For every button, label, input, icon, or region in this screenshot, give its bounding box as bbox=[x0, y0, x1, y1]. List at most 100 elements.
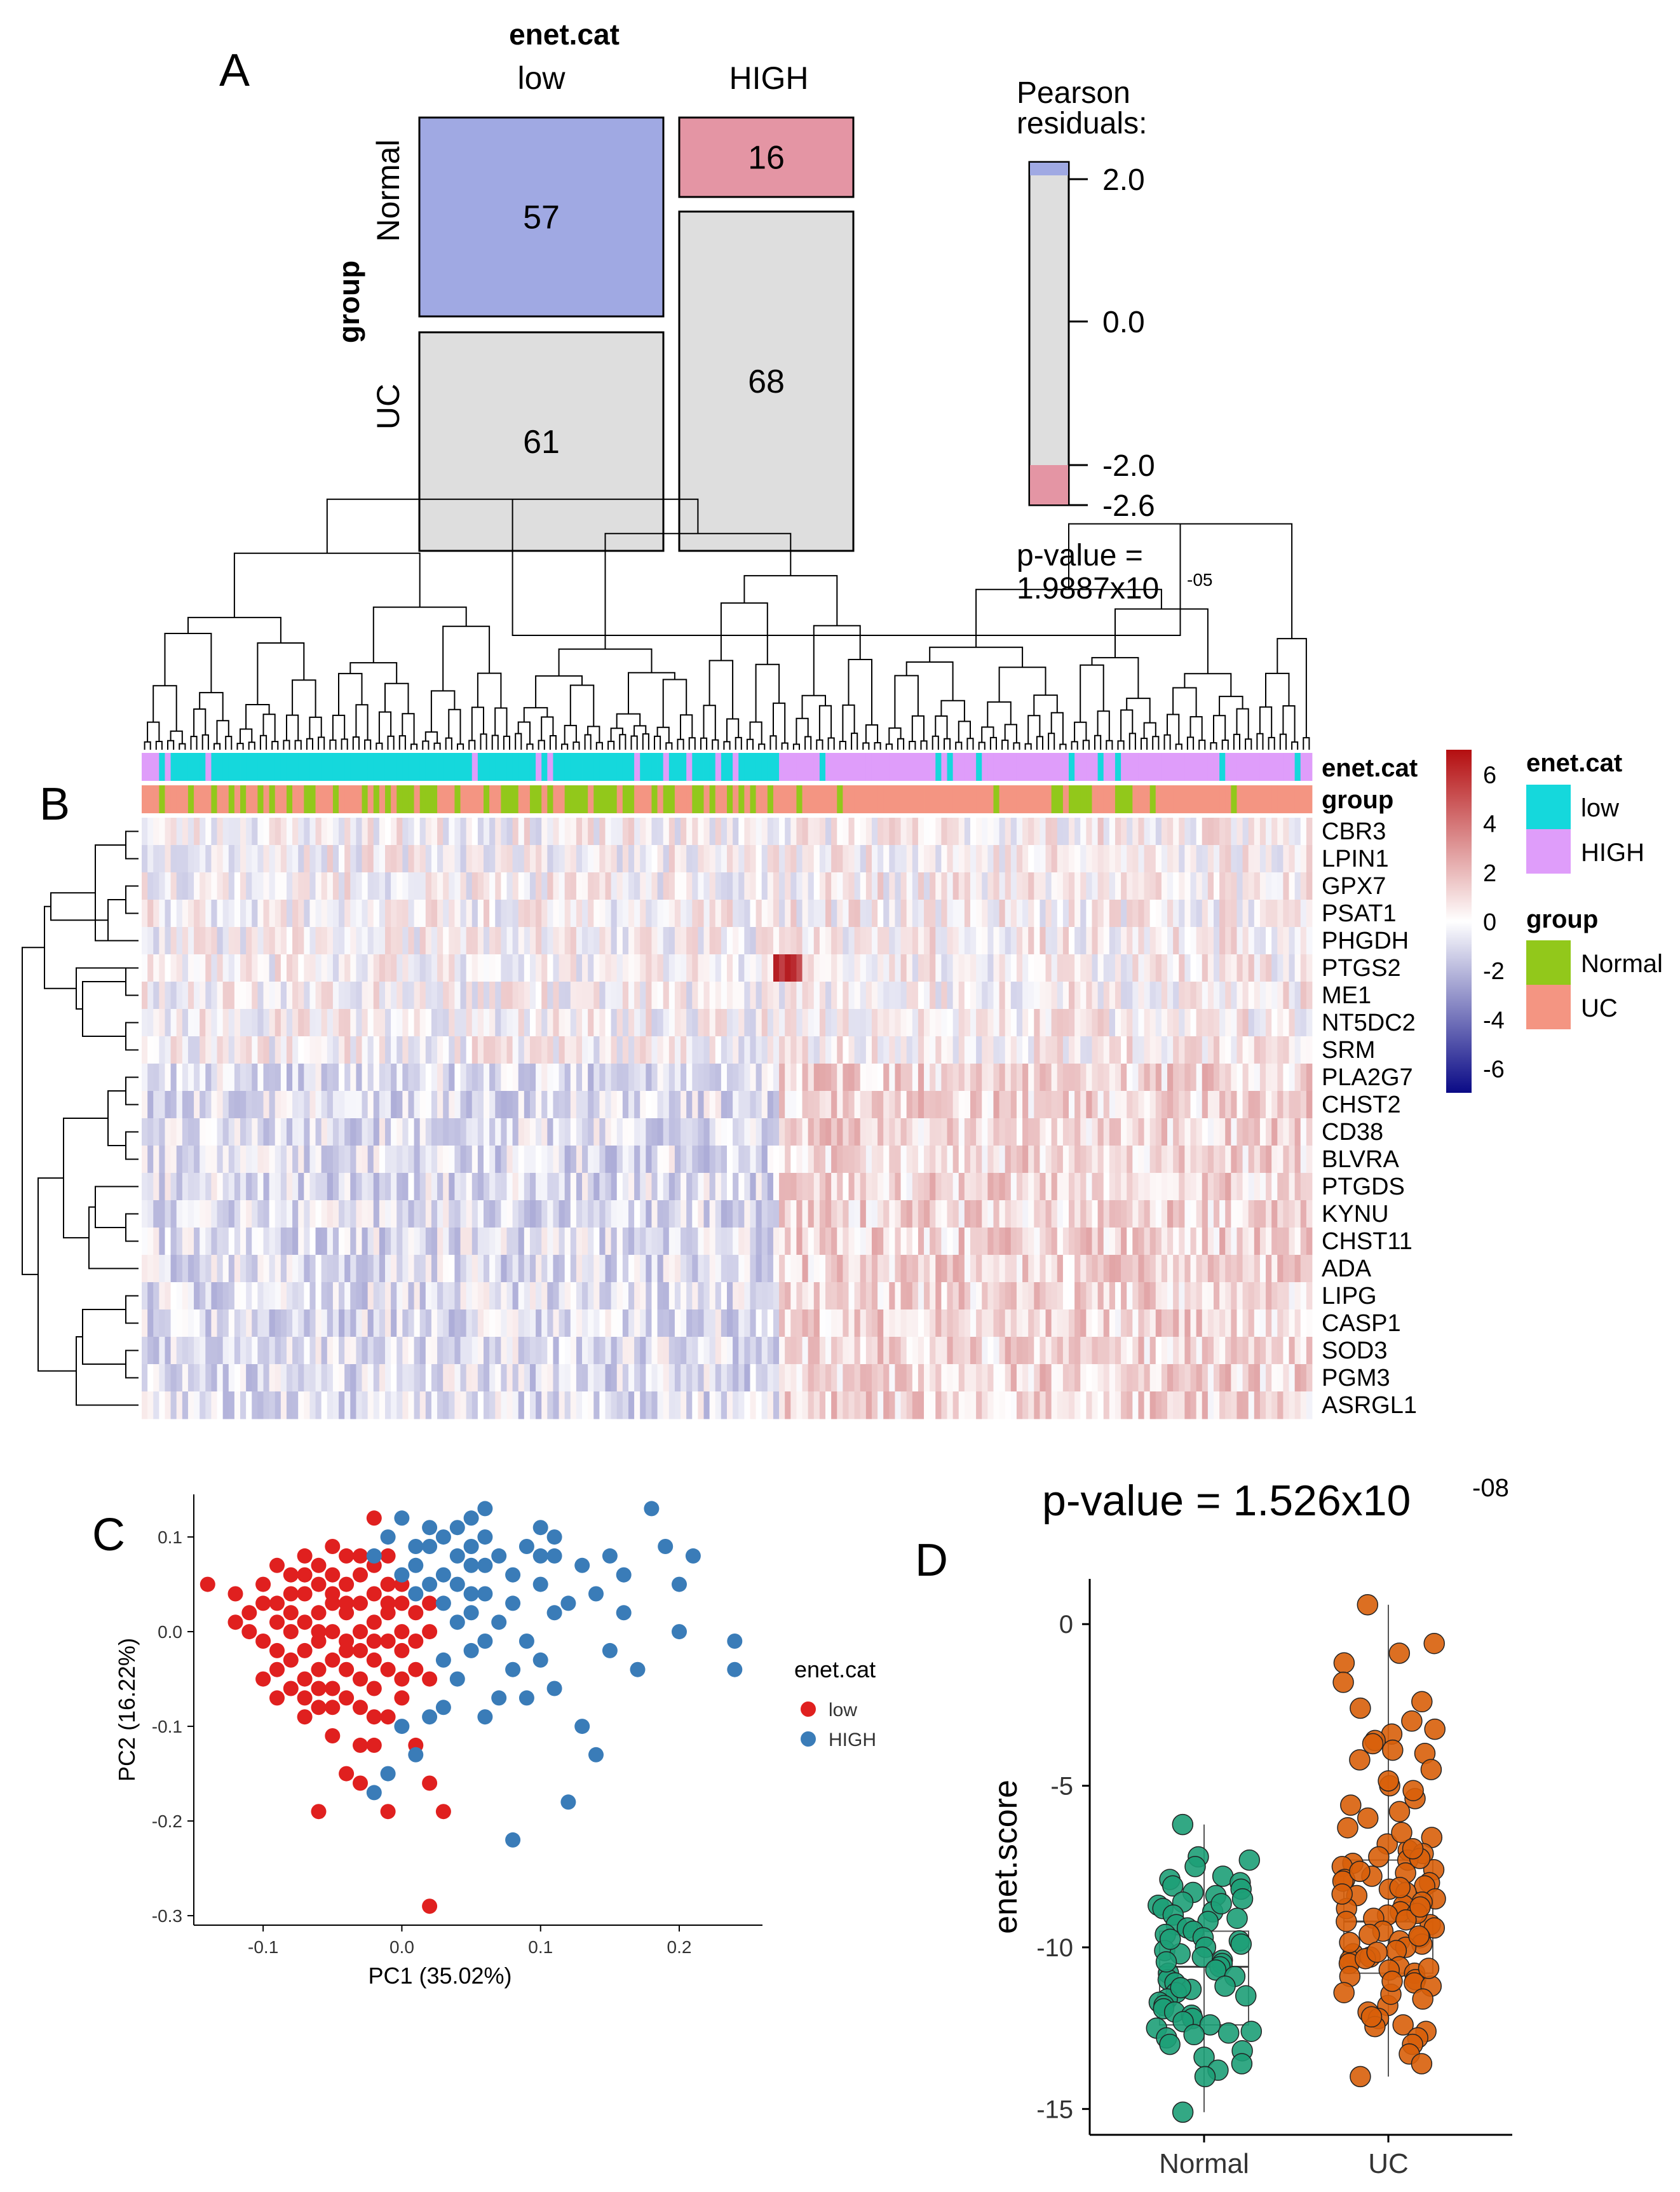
heatmap-cell bbox=[1289, 1228, 1296, 1255]
heatmap-cell bbox=[1242, 818, 1249, 846]
annotation-enet-cell bbox=[646, 753, 652, 781]
heatmap-cell bbox=[170, 1200, 177, 1228]
heatmap-cell bbox=[309, 1337, 316, 1365]
heatmap-row-pgm3 bbox=[142, 1364, 1313, 1392]
heatmap-cell bbox=[709, 927, 716, 955]
heatmap-cell bbox=[987, 872, 994, 900]
heatmap-cell bbox=[935, 1309, 942, 1337]
heatmap-cell bbox=[280, 1337, 287, 1365]
heatmap-cell bbox=[477, 1309, 484, 1337]
heatmap-cell bbox=[217, 1364, 224, 1392]
heatmap-cell bbox=[576, 1036, 583, 1064]
heatmap-cell bbox=[228, 1228, 235, 1255]
heatmap-cell bbox=[506, 1255, 513, 1283]
annotation-group-cell bbox=[750, 785, 756, 813]
heatmap-cell bbox=[529, 1200, 536, 1228]
heatmap-cell bbox=[721, 1391, 728, 1419]
annotation-group-cell bbox=[1069, 785, 1075, 813]
heatmap-cell bbox=[350, 818, 356, 846]
heatmap-cell bbox=[657, 900, 664, 928]
heatmap-cell bbox=[200, 845, 206, 873]
heatmap-cell bbox=[721, 1091, 728, 1119]
heatmap-cell bbox=[889, 1036, 895, 1064]
heatmap-cell bbox=[547, 927, 553, 955]
heatmap-cell bbox=[1231, 1064, 1237, 1092]
heatmap-cell bbox=[240, 1036, 247, 1064]
heatmap-cell bbox=[222, 1146, 229, 1174]
heatmap-cell bbox=[1005, 1091, 1012, 1119]
heatmap-cell bbox=[547, 1364, 553, 1392]
heatmap-cell bbox=[993, 1364, 999, 1392]
heatmap-cell bbox=[524, 1036, 531, 1064]
heatmap-cell bbox=[721, 982, 728, 1010]
heatmap-cell bbox=[860, 818, 867, 846]
heatmap-cell bbox=[449, 1036, 455, 1064]
heatmap-cell bbox=[906, 1282, 913, 1310]
heatmap-cell bbox=[529, 1173, 536, 1201]
heatmap-cell bbox=[843, 1118, 849, 1146]
heatmap-cell bbox=[240, 1146, 247, 1174]
heatmap-cell bbox=[727, 845, 733, 873]
heatmap-cell bbox=[570, 1337, 577, 1365]
annotation-enet-cell bbox=[564, 753, 571, 781]
heatmap-cell bbox=[1103, 1091, 1110, 1119]
heatmap-cell bbox=[976, 1118, 982, 1146]
heatmap-cell bbox=[1080, 845, 1087, 873]
heatmap-cell bbox=[906, 1255, 913, 1283]
heatmap-cell bbox=[843, 1009, 849, 1037]
heatmap-cell bbox=[200, 1391, 206, 1419]
heatmap-cell bbox=[599, 1173, 606, 1201]
annotation-enet-cell bbox=[501, 753, 507, 781]
annotation-group-cell bbox=[1121, 785, 1127, 813]
heatmap-cell bbox=[681, 1091, 687, 1119]
heatmap-cell bbox=[941, 1118, 947, 1146]
heatmap-cell bbox=[761, 872, 768, 900]
heatmap-cell bbox=[709, 1173, 716, 1201]
heatmap-cell bbox=[298, 1391, 304, 1419]
heatmap-cell bbox=[1277, 872, 1284, 900]
heatmap-cell bbox=[709, 1255, 716, 1283]
heatmap-cell bbox=[518, 1337, 525, 1365]
heatmap-cell bbox=[854, 1200, 861, 1228]
heatmap-cell bbox=[674, 1036, 681, 1064]
heatmap-cell bbox=[1080, 1091, 1087, 1119]
heatmap-cell bbox=[738, 900, 745, 928]
heatmap-cell bbox=[553, 1173, 559, 1201]
heatmap-cell bbox=[848, 818, 855, 846]
heatmap-cell bbox=[982, 1009, 988, 1037]
heatmap-cell bbox=[715, 1391, 722, 1419]
heatmap-cell bbox=[484, 1309, 490, 1337]
heatmap-cell bbox=[477, 1009, 484, 1037]
heatmap-cell bbox=[634, 1009, 640, 1037]
heatmap-cell bbox=[582, 1118, 588, 1146]
heatmap-cell bbox=[309, 845, 316, 873]
heatmap-cell bbox=[1161, 1064, 1168, 1092]
heatmap-cell bbox=[1114, 1282, 1121, 1310]
heatmap-cell bbox=[605, 954, 612, 982]
heatmap-cell bbox=[356, 1309, 362, 1337]
heatmap-cell bbox=[315, 872, 322, 900]
heatmap-cell bbox=[634, 900, 640, 928]
heatmap-cell bbox=[142, 900, 148, 928]
heatmap-cell bbox=[952, 818, 959, 846]
heatmap-cell bbox=[924, 1036, 930, 1064]
heatmap-cell bbox=[1248, 1309, 1255, 1337]
heatmap-cell bbox=[733, 818, 739, 846]
heatmap-cell bbox=[286, 1282, 293, 1310]
heatmap-cell bbox=[1231, 1282, 1237, 1310]
heatmap-cell bbox=[692, 1009, 698, 1037]
heatmap-cell bbox=[304, 1200, 310, 1228]
heatmap-cell bbox=[813, 845, 820, 873]
heatmap-cell bbox=[947, 1146, 954, 1174]
heatmap-cell bbox=[1190, 1173, 1197, 1201]
heatmap-cell bbox=[344, 845, 351, 873]
heatmap-cell bbox=[715, 1364, 722, 1392]
heatmap-cell bbox=[1294, 1309, 1301, 1337]
heatmap-cell bbox=[1028, 1009, 1034, 1037]
heatmap-cell bbox=[1167, 982, 1174, 1010]
heatmap-cell bbox=[321, 845, 328, 873]
heatmap-cell bbox=[564, 1146, 571, 1174]
heatmap-cell bbox=[159, 1391, 165, 1419]
annotation-enet-cell bbox=[298, 753, 304, 781]
heatmap-cell bbox=[1045, 818, 1052, 846]
